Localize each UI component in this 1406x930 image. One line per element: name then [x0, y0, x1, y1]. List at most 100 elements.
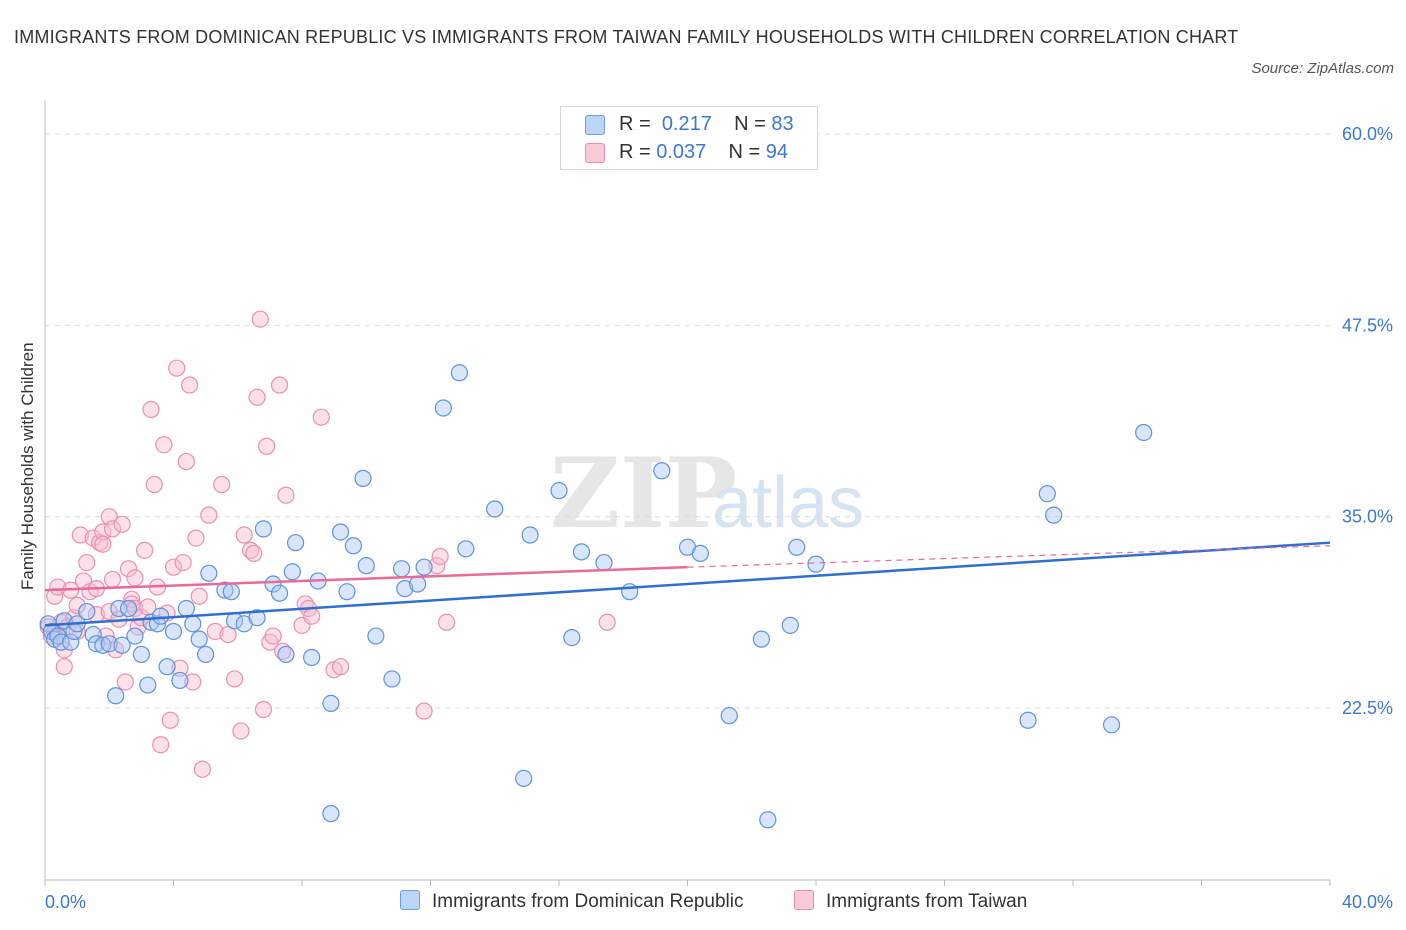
point-dominican	[200, 564, 218, 582]
point-dominican	[457, 540, 475, 558]
point-dominican	[521, 526, 539, 544]
watermark-atlas: atlas	[712, 463, 864, 543]
y-tick-labels: 22.5% 35.0% 47.5% 60.0%	[1342, 124, 1393, 718]
point-taiwan	[78, 553, 96, 572]
point-taiwan	[312, 408, 330, 426]
legend-r-label: R =	[619, 141, 651, 163]
point-taiwan	[161, 711, 179, 729]
point-taiwan	[135, 541, 154, 559]
point-dominican	[354, 469, 372, 487]
point-taiwan	[428, 557, 446, 575]
point-taiwan	[598, 613, 616, 631]
bottom-legend-label-taiwan: Immigrants from Taiwan	[826, 891, 1028, 912]
point-dominican	[197, 645, 215, 664]
point-dominican	[781, 616, 799, 634]
point-taiwan	[264, 627, 282, 645]
point-dominican	[720, 707, 738, 725]
point-taiwan	[270, 376, 289, 394]
point-dominican	[171, 671, 189, 690]
point-taiwan	[155, 436, 173, 454]
point-taiwan	[71, 526, 89, 544]
point-dominican	[277, 645, 295, 664]
point-taiwan	[437, 613, 456, 631]
point-dominican	[788, 538, 806, 556]
point-dominican	[338, 583, 356, 601]
point-dominican	[126, 627, 144, 645]
point-dominican	[254, 520, 273, 538]
point-dominican	[184, 615, 202, 633]
point-dominican	[653, 462, 671, 480]
point-taiwan	[145, 475, 163, 494]
point-dominican	[563, 628, 581, 647]
point-taiwan	[258, 437, 276, 455]
point-dominican	[752, 630, 770, 648]
point-dominican	[1019, 711, 1037, 729]
point-dominican	[94, 636, 112, 654]
y-tick-label: 35.0%	[1342, 507, 1393, 527]
point-taiwan	[225, 670, 244, 688]
point-dominican	[110, 599, 128, 618]
point-dominican	[286, 534, 305, 552]
point-taiwan	[94, 523, 112, 541]
point-dominican	[621, 583, 639, 601]
point-taiwan	[174, 553, 192, 572]
point-taiwan	[94, 535, 112, 553]
point-dominican	[515, 769, 533, 788]
point-dominican	[158, 658, 176, 676]
point-taiwan	[103, 520, 122, 538]
point-taiwan	[245, 544, 263, 563]
point-taiwan	[232, 722, 250, 740]
point-taiwan	[187, 529, 205, 547]
point-dominican	[1135, 423, 1153, 442]
trend-line-taiwan-extension	[687, 545, 1331, 568]
point-dominican	[264, 575, 282, 593]
point-dominican	[113, 636, 131, 654]
point-taiwan	[168, 359, 186, 377]
point-dominican	[87, 635, 106, 653]
bottom-legend-dominican: Immigrants from Dominican Republic	[400, 888, 744, 916]
point-taiwan	[171, 659, 189, 677]
point-taiwan	[49, 578, 67, 596]
point-dominican	[1102, 716, 1121, 734]
point-dominican	[132, 645, 150, 664]
point-dominican	[119, 599, 138, 618]
point-dominican	[759, 811, 777, 829]
point-dominican	[78, 602, 96, 621]
point-taiwan	[206, 622, 224, 641]
point-taiwan	[303, 607, 321, 625]
source-note: Source: ZipAtlas.com	[1251, 60, 1394, 77]
point-dominican	[331, 523, 350, 541]
point-dominican	[1045, 506, 1063, 524]
legend-r-value-taiwan: 0.037	[656, 141, 707, 163]
point-taiwan	[193, 760, 212, 778]
legend-n-label: N =	[734, 113, 766, 135]
point-taiwan	[152, 736, 170, 754]
y-tick-label: 22.5%	[1342, 698, 1393, 718]
point-taiwan	[415, 702, 433, 720]
point-taiwan	[431, 547, 449, 566]
point-dominican	[550, 482, 568, 500]
point-taiwan	[103, 570, 122, 589]
point-dominican	[691, 544, 709, 563]
legend-swatch-dominican	[585, 115, 605, 135]
legend-swatch-taiwan	[585, 143, 605, 163]
point-taiwan	[274, 642, 292, 660]
axes	[44, 100, 1331, 886]
point-dominican	[367, 627, 385, 645]
bottom-legend-label-dominican: Immigrants from Dominican Republic	[432, 891, 744, 912]
point-dominican	[595, 553, 613, 572]
point-taiwan	[177, 452, 195, 471]
point-dominican	[303, 648, 321, 667]
point-dominican	[152, 607, 170, 625]
series-dominican-points	[39, 364, 1153, 829]
point-taiwan	[219, 625, 237, 644]
point-taiwan	[254, 700, 273, 719]
point-taiwan	[113, 515, 131, 533]
point-dominican	[84, 625, 102, 644]
point-taiwan	[277, 486, 295, 504]
point-taiwan	[190, 587, 208, 605]
point-taiwan	[142, 400, 160, 419]
point-dominican	[164, 622, 183, 641]
legend-r-label: R =	[619, 113, 651, 135]
